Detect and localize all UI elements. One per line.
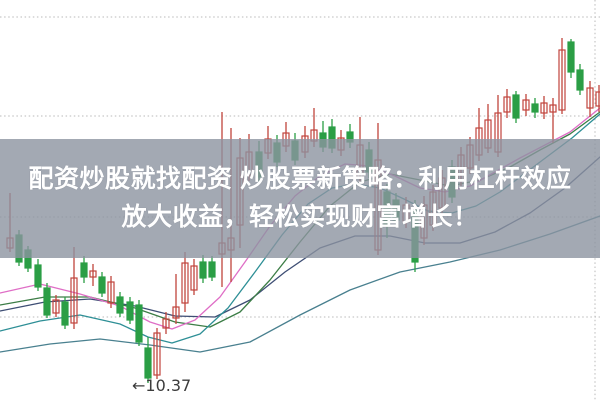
headline-line-2: 放大收益，轻松实现财富增长！	[121, 203, 479, 231]
headline: 配资炒股就找配资 炒股票新策略：利用杠杆效应 放大收益，轻松实现财富增长！	[0, 139, 600, 258]
left-arrow-icon: ←	[132, 376, 146, 395]
low-price-annotation: ←10.37	[132, 376, 191, 395]
headline-line-1: 配资炒股就找配资 炒股票新策略：利用杠杆效应	[28, 164, 572, 193]
low-price-value: 10.37	[145, 376, 192, 395]
headline-overlay-band	[0, 139, 600, 258]
